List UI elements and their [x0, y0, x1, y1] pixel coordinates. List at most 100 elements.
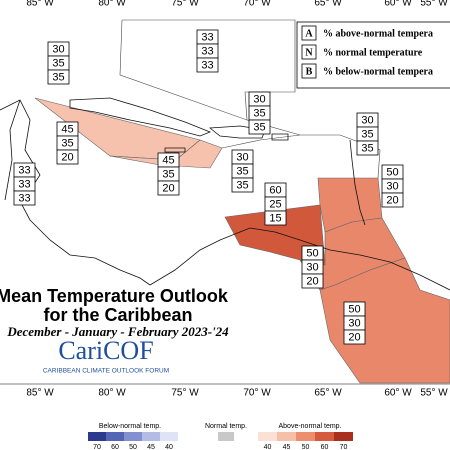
probability-cell: [343, 329, 366, 345]
probability-cell: [381, 192, 404, 208]
island: [164, 147, 186, 153]
key-letter-box: [301, 25, 317, 41]
probability-value: 30: [386, 180, 398, 192]
probability-value: 30: [253, 93, 265, 105]
legend-title: Normal temp.: [205, 423, 247, 430]
probability-value: 35: [361, 128, 373, 140]
legend-swatch: [334, 432, 353, 441]
key-letter: A: [305, 28, 313, 39]
longitude-label: 65° W: [314, 0, 342, 9]
legend-level: 60: [111, 444, 119, 450]
longitude-label: 85° W: [26, 0, 54, 9]
probability-value: 35: [236, 179, 248, 191]
legend-swatch: [218, 432, 234, 441]
probability-cell: [264, 210, 287, 226]
legend-swatch: [88, 432, 106, 441]
zone-outline: [246, 119, 381, 179]
key-letter-box: [301, 44, 317, 60]
probability-value: 35: [253, 121, 265, 133]
legend-level: 45: [147, 444, 155, 450]
probability-value: 50: [306, 247, 318, 259]
probability-value: 20: [348, 331, 360, 343]
probability-value: 35: [61, 137, 73, 149]
probability-value: 35: [52, 71, 64, 83]
probability-value: 35: [236, 165, 248, 177]
longitude-label: 75° W: [171, 0, 199, 9]
probability-value: 35: [361, 142, 373, 154]
logo-subtitle: CARIBBEAN CLIMATE OUTLOOK FORUM: [43, 368, 169, 375]
island: [271, 133, 289, 141]
key-letter-box: [301, 63, 317, 79]
probability-boxes: 33 33 33 30 35 35 30 35 35 45 35 20 30 35 35 45 35 20 30 35…: [13, 29, 404, 345]
longitude-label: 85° W: [26, 388, 54, 399]
legend-level: 60: [321, 444, 329, 450]
key-box: [296, 21, 450, 89]
probability-value: 35: [253, 107, 265, 119]
probability-cell: [301, 273, 324, 289]
coastline: [4, 99, 21, 201]
title: for the Caribbean: [43, 305, 192, 325]
coastlines: [0, 97, 450, 291]
probability-value: 60: [269, 184, 281, 196]
probability-value: 33: [201, 31, 213, 43]
probability-value: 45: [61, 123, 73, 135]
probability-value: 35: [52, 57, 64, 69]
title: Mean Temperature Outlook: [0, 286, 229, 306]
probability-value: 45: [162, 154, 174, 166]
island: [69, 97, 212, 137]
longitude-label: 80° W: [98, 388, 126, 399]
legend-level: 50: [302, 444, 310, 450]
zones: [34, 19, 450, 384]
probability-value: 20: [306, 275, 318, 287]
longitude-label: 60° W: [384, 0, 412, 9]
probability-value: 20: [61, 151, 73, 163]
legend-swatch: [258, 432, 277, 441]
longitude-label: 65° W: [314, 388, 342, 399]
probability-cell: [56, 149, 79, 165]
probability-value: 33: [18, 164, 30, 176]
probability-value: 33: [18, 192, 30, 204]
longitude-label: 70° W: [243, 0, 271, 9]
key-text: % normal temperature: [323, 47, 423, 58]
legend-title: Above-normal temp.: [278, 423, 341, 430]
zone-outline: [119, 19, 296, 121]
legend: Below-normal temp. Normal temp. Above-norm…: [88, 423, 353, 450]
legend-swatch: [124, 432, 142, 441]
longitude-label: 55° W: [420, 0, 448, 9]
key: A % above-normal tempera N % normal tempera…: [301, 25, 433, 79]
probability-value: 30: [361, 114, 373, 126]
legend-swatch: [296, 432, 315, 441]
probability-value: 50: [348, 303, 360, 315]
probability-cell: [196, 57, 219, 73]
probability-value: 33: [201, 59, 213, 71]
legend-swatch: [277, 432, 296, 441]
legend-swatch: [106, 432, 124, 441]
legend-level: 40: [264, 444, 272, 450]
probability-value: 30: [52, 43, 64, 55]
season: December - January - February 2023-'24: [6, 324, 229, 339]
probability-value: 15: [269, 212, 281, 224]
coastline: [0, 99, 151, 286]
longitude-labels: W85° W80° W75° W70° W65° W60° W55° WW85°…: [26, 0, 448, 399]
probability-cell: [356, 140, 379, 156]
probability-value: 20: [386, 194, 398, 206]
probability-value: 35: [162, 168, 174, 180]
key-text: % above-normal tempera: [323, 28, 433, 39]
zone: [319, 257, 450, 384]
island: [208, 125, 266, 139]
legend-swatch: [160, 432, 178, 441]
probability-cell: [47, 69, 70, 85]
probability-value: 30: [236, 151, 248, 163]
longitude-label: 75° W: [171, 388, 199, 399]
probability-value: 20: [162, 182, 174, 194]
probability-value: 30: [306, 261, 318, 273]
legend-level: 40: [165, 444, 173, 450]
probability-value: 33: [18, 178, 30, 190]
legend-swatch: [142, 432, 160, 441]
longitude-label: 55° W: [420, 388, 448, 399]
longitude-label: 60° W: [384, 388, 412, 399]
legend-swatch: [315, 432, 334, 441]
probability-value: 33: [201, 45, 213, 57]
legend-level: 45: [283, 444, 291, 450]
probability-cell: [157, 180, 180, 196]
